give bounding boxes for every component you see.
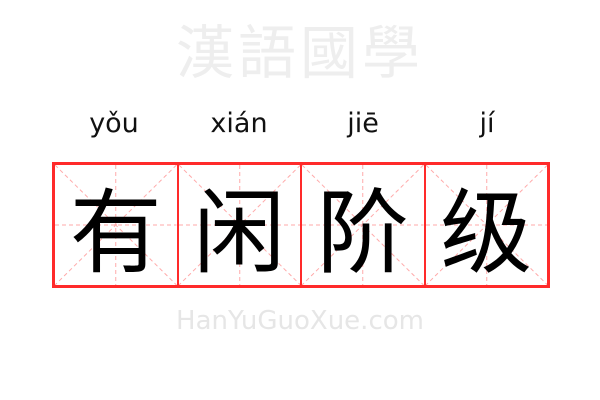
- pinyin-3: jiē: [347, 108, 379, 139]
- pinyin-1: yǒu: [89, 108, 139, 139]
- guide-lines: [55, 165, 177, 285]
- guide-lines: [302, 165, 424, 285]
- watermark-latin: HanYuGuoXue.com: [176, 306, 424, 336]
- hanzi: 阶: [316, 179, 409, 287]
- watermark-hanzi: 漢語國學: [175, 19, 424, 87]
- guide-lines: [426, 165, 548, 285]
- hanzi: 闲: [193, 179, 286, 287]
- guide-lines: [179, 165, 301, 285]
- character-cell: 闲: [179, 165, 302, 287]
- character-cell: 阶: [302, 165, 426, 287]
- character-cell: 有: [55, 165, 179, 287]
- pinyin-2: xián: [210, 108, 268, 139]
- character-grid: 有 闲 阶 级: [52, 162, 550, 288]
- hanzi: 级: [440, 179, 533, 287]
- pinyin-4: jí: [479, 108, 495, 139]
- hanzi: 有: [69, 179, 162, 287]
- character-cell: 级: [426, 165, 548, 287]
